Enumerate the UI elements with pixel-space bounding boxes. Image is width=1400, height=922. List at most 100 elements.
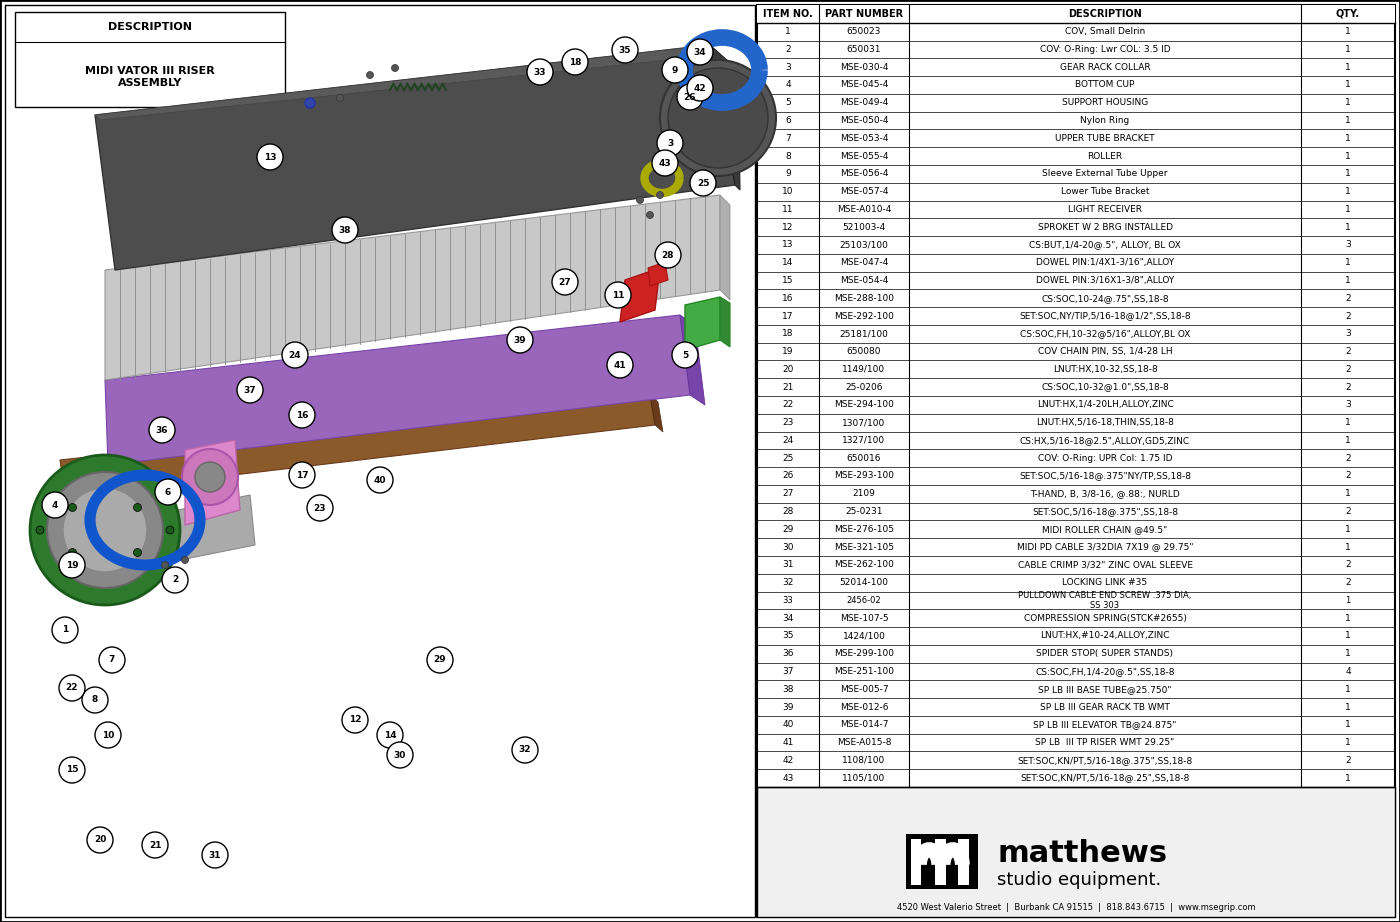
Text: 1: 1 [1345, 525, 1351, 534]
Circle shape [148, 417, 175, 443]
Circle shape [608, 352, 633, 378]
Circle shape [637, 196, 644, 204]
Text: 15: 15 [66, 765, 78, 774]
Text: 4: 4 [1345, 667, 1351, 676]
Text: 1: 1 [1345, 170, 1351, 178]
Text: 1: 1 [1345, 27, 1351, 36]
Text: 14: 14 [783, 258, 794, 267]
Text: SP LB III BASE TUBE@25.750": SP LB III BASE TUBE@25.750" [1039, 685, 1172, 693]
Polygon shape [620, 268, 659, 322]
Circle shape [657, 130, 683, 156]
Text: CS:SOC,10-24@.75",SS,18-8: CS:SOC,10-24@.75",SS,18-8 [1042, 294, 1169, 302]
Text: 2: 2 [1345, 365, 1351, 373]
Text: 26: 26 [783, 471, 794, 480]
Text: 23: 23 [314, 503, 326, 513]
Circle shape [507, 327, 533, 353]
Circle shape [305, 98, 315, 108]
Text: 27: 27 [559, 278, 571, 287]
Text: 41: 41 [613, 361, 626, 370]
Text: CS:SOC,FH,10-32@5/16",ALLOY,BL OX: CS:SOC,FH,10-32@5/16",ALLOY,BL OX [1019, 329, 1190, 338]
Circle shape [307, 495, 333, 521]
Text: 1: 1 [62, 625, 69, 634]
Text: 1: 1 [1345, 649, 1351, 658]
Circle shape [195, 462, 225, 492]
Text: 1: 1 [1345, 276, 1351, 285]
Text: 4: 4 [52, 501, 59, 510]
Text: 7: 7 [785, 134, 791, 143]
Text: MSE-292-100: MSE-292-100 [834, 312, 895, 321]
Text: 15: 15 [783, 276, 794, 285]
Text: LNUT:HX,1/4-20LH,ALLOY,ZINC: LNUT:HX,1/4-20LH,ALLOY,ZINC [1036, 400, 1173, 409]
Text: 1: 1 [1345, 720, 1351, 729]
Text: PULLDOWN CABLE END SCREW .375 DIA,
SS 303: PULLDOWN CABLE END SCREW .375 DIA, SS 30… [1018, 591, 1191, 610]
Text: matthews: matthews [997, 840, 1168, 869]
Circle shape [202, 842, 228, 868]
Text: 29: 29 [783, 525, 794, 534]
Text: 2: 2 [1345, 383, 1351, 392]
Text: 17: 17 [295, 470, 308, 479]
Text: Sleeve External Tube Upper: Sleeve External Tube Upper [1042, 170, 1168, 178]
Circle shape [687, 39, 713, 65]
Text: GEAR RACK COLLAR: GEAR RACK COLLAR [1060, 63, 1151, 72]
Text: 1: 1 [1345, 222, 1351, 231]
Circle shape [63, 488, 147, 572]
Text: MSE-053-4: MSE-053-4 [840, 134, 888, 143]
Text: DOWEL PIN:3/16X1-3/8",ALLOY: DOWEL PIN:3/16X1-3/8",ALLOY [1036, 276, 1175, 285]
Text: 41: 41 [783, 739, 794, 747]
Text: 20: 20 [94, 835, 106, 845]
Circle shape [561, 49, 588, 75]
Text: 37: 37 [783, 667, 794, 676]
Text: 39: 39 [514, 336, 526, 345]
Text: 1108/100: 1108/100 [843, 756, 886, 765]
Polygon shape [685, 297, 720, 350]
Polygon shape [95, 45, 715, 120]
Bar [906, 834, 977, 890]
Bar [959, 839, 969, 885]
Text: LNUT:HX,#10-24,ALLOY,ZINC: LNUT:HX,#10-24,ALLOY,ZINC [1040, 632, 1170, 641]
Circle shape [133, 503, 141, 512]
Bar [757, 5, 1394, 23]
Text: 30: 30 [783, 542, 794, 551]
Circle shape [87, 827, 113, 853]
Text: PART NUMBER: PART NUMBER [825, 9, 903, 18]
Text: COMPRESSION SPRING(STCK#2655): COMPRESSION SPRING(STCK#2655) [1023, 614, 1186, 622]
Text: 36: 36 [155, 425, 168, 434]
Circle shape [36, 526, 43, 534]
Circle shape [652, 150, 678, 176]
Circle shape [182, 557, 189, 563]
Text: SP LB  III TP RISER WMT 29.25": SP LB III TP RISER WMT 29.25" [1036, 739, 1175, 747]
Polygon shape [105, 195, 720, 380]
Text: 2: 2 [1345, 347, 1351, 356]
Text: 1: 1 [1345, 632, 1351, 641]
Text: CABLE CRIMP 3/32" ZINC OVAL SLEEVE: CABLE CRIMP 3/32" ZINC OVAL SLEEVE [1018, 561, 1193, 570]
Text: 43: 43 [658, 159, 672, 168]
Circle shape [662, 57, 687, 83]
Text: 6: 6 [785, 116, 791, 125]
Bar [15, 12, 286, 107]
Text: 18: 18 [568, 57, 581, 66]
Text: MSE-293-100: MSE-293-100 [834, 471, 895, 480]
Text: 36: 36 [783, 649, 794, 658]
Text: 1: 1 [1345, 80, 1351, 89]
Text: SET:SOC,NY/TIP,5/16-18@1/2",SS,18-8: SET:SOC,NY/TIP,5/16-18@1/2",SS,18-8 [1019, 312, 1191, 321]
Circle shape [526, 59, 553, 85]
Text: 1: 1 [1345, 614, 1351, 622]
Text: COV, Small Delrin: COV, Small Delrin [1065, 27, 1145, 36]
Polygon shape [105, 315, 690, 465]
Polygon shape [185, 440, 239, 525]
Text: CS:SOC,FH,1/4-20@.5",SS,18-8: CS:SOC,FH,1/4-20@.5",SS,18-8 [1035, 667, 1175, 676]
Text: 26: 26 [683, 92, 696, 101]
Bar [910, 839, 921, 885]
Text: 31: 31 [209, 850, 221, 859]
Text: 1: 1 [1345, 703, 1351, 712]
Text: 650016: 650016 [847, 454, 881, 463]
Text: MSE-251-100: MSE-251-100 [834, 667, 895, 676]
Bar [6, 5, 755, 917]
Text: MSE-056-4: MSE-056-4 [840, 170, 888, 178]
Text: 1: 1 [1345, 45, 1351, 53]
Text: 2: 2 [785, 45, 791, 53]
Text: 1307/100: 1307/100 [843, 419, 886, 427]
Circle shape [332, 217, 358, 243]
Text: 25181/100: 25181/100 [840, 329, 889, 338]
Text: 1: 1 [1345, 685, 1351, 693]
